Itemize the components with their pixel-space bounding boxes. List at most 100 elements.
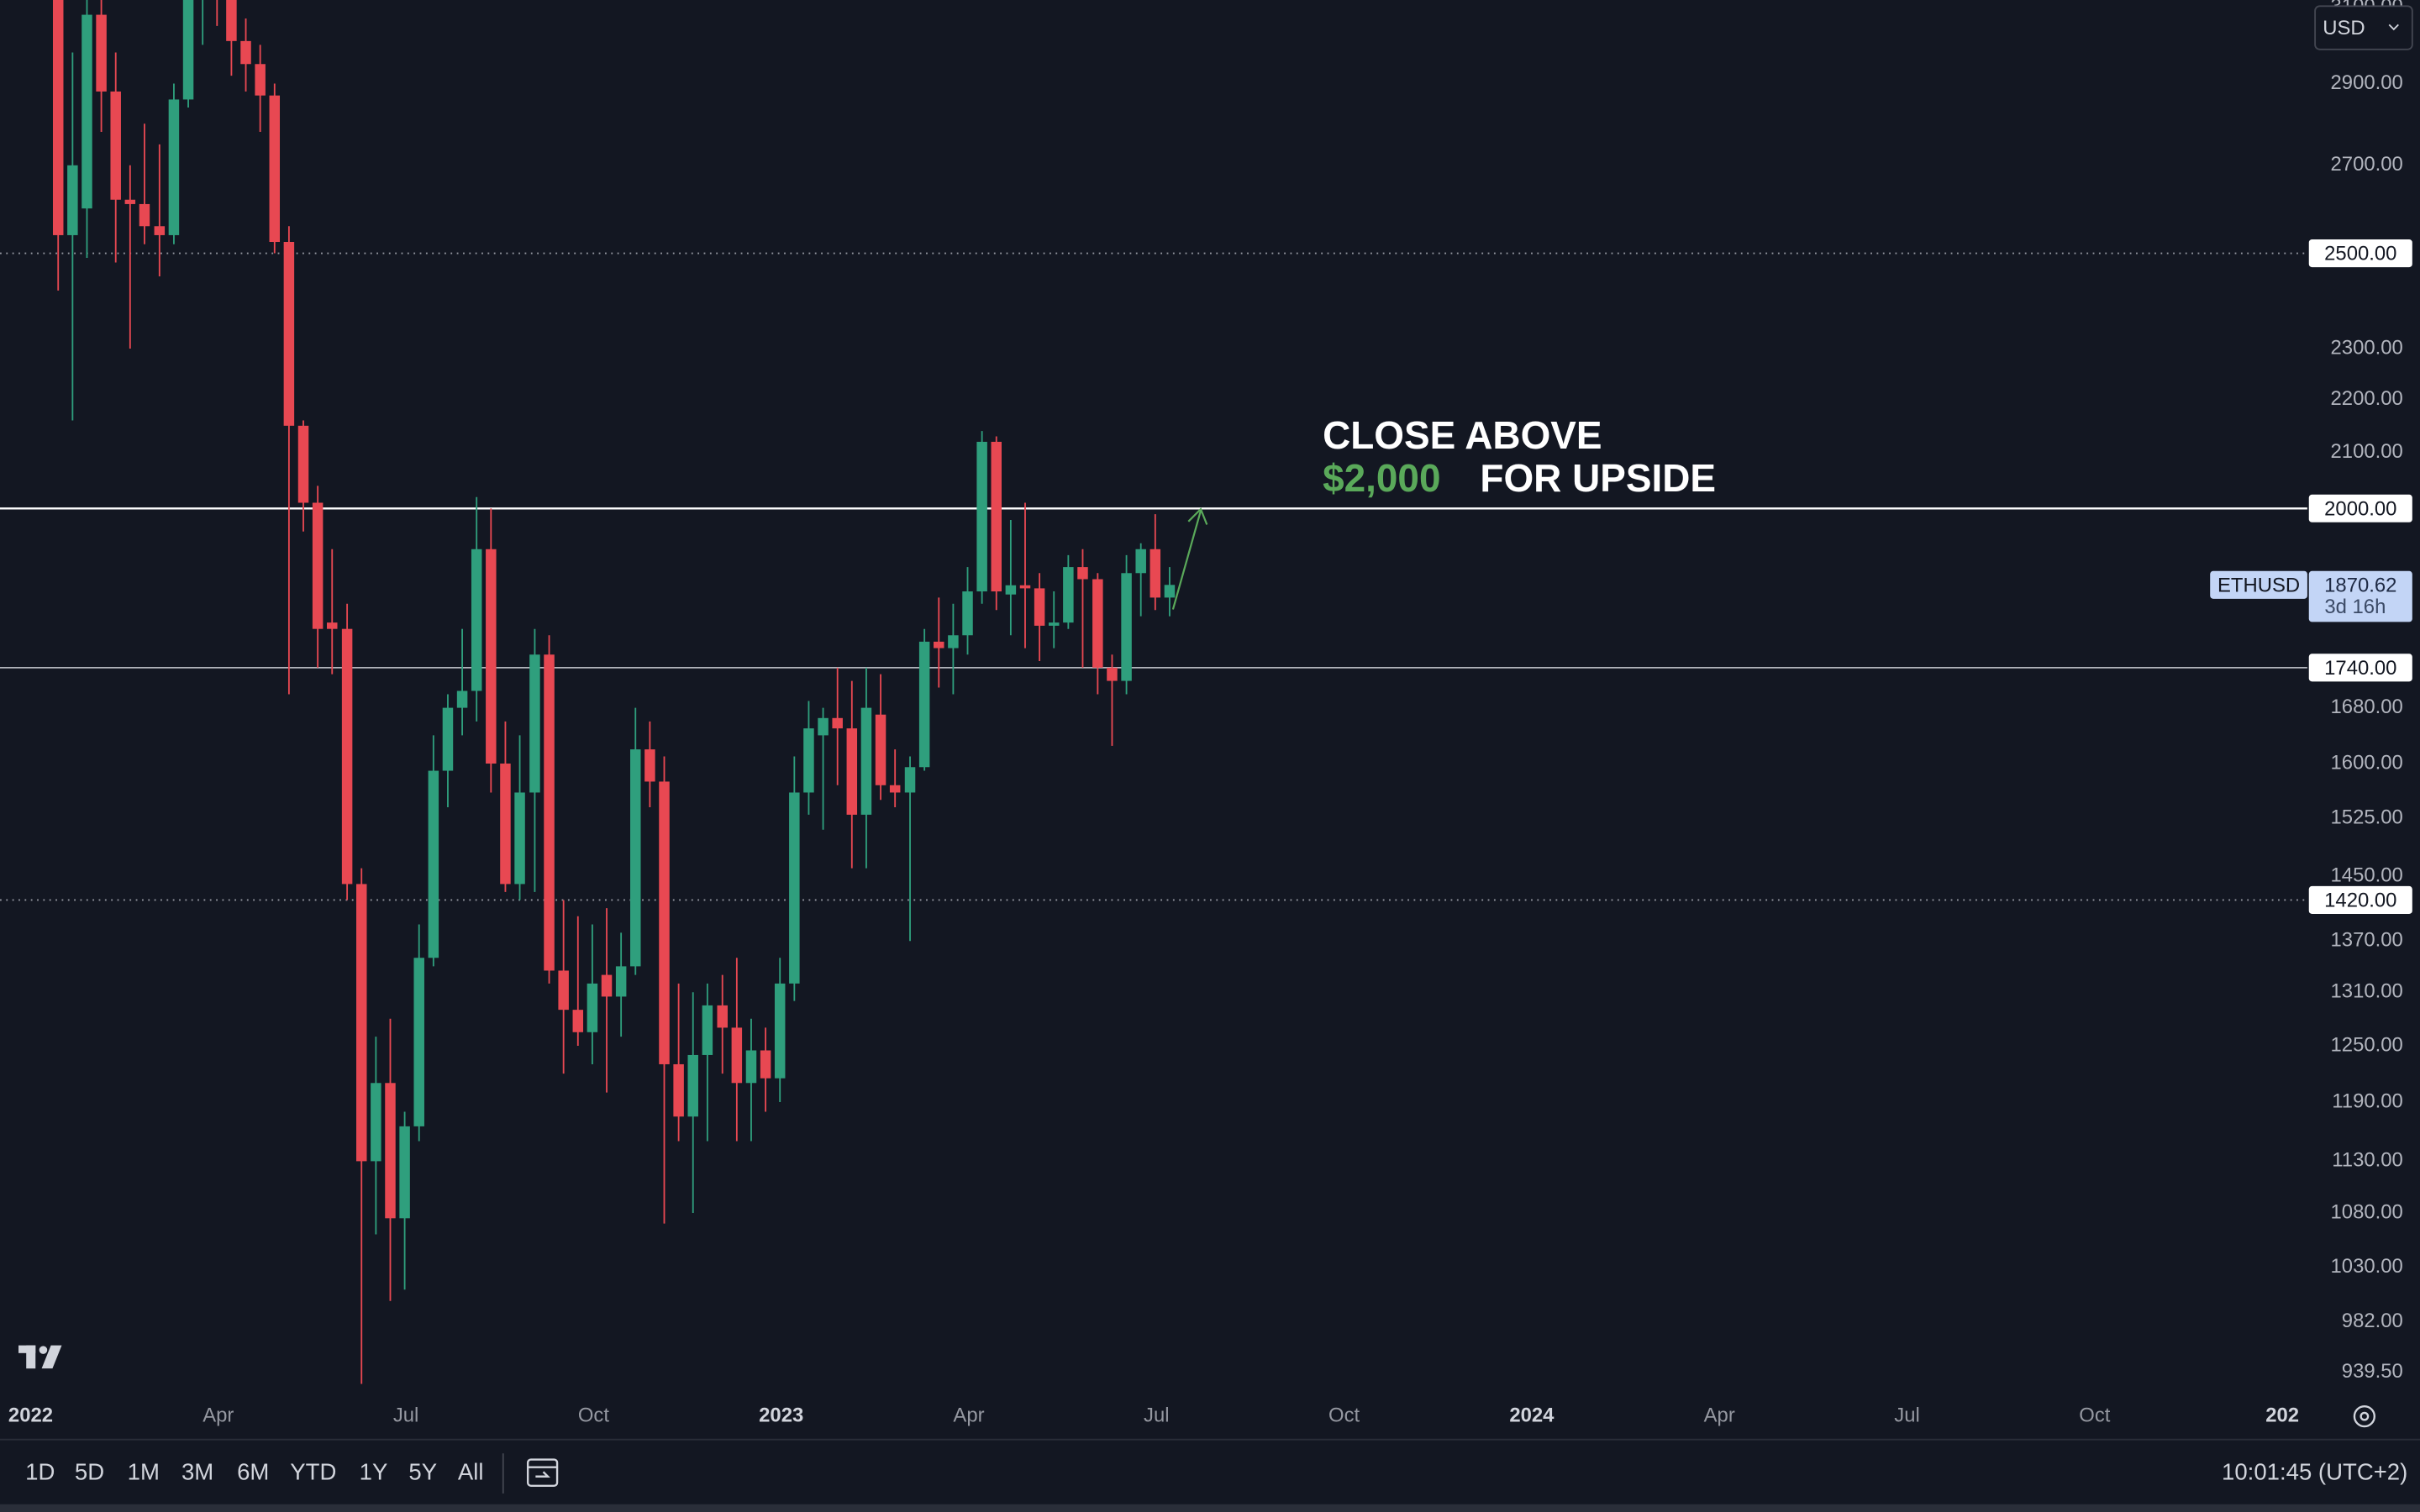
candle-body xyxy=(442,707,454,771)
candle-body xyxy=(1121,573,1132,681)
currency-selector[interactable]: USD xyxy=(2314,5,2413,50)
y-tick-label: 1450.00 xyxy=(2331,864,2403,886)
range-button[interactable]: 5Y xyxy=(408,1458,437,1484)
candle-body xyxy=(240,40,251,65)
candle-body xyxy=(934,641,944,648)
candle-body xyxy=(745,1050,757,1084)
range-button[interactable]: 5D xyxy=(75,1458,104,1484)
candle-body xyxy=(52,0,64,235)
y-tick-label: 1080.00 xyxy=(2331,1200,2403,1223)
candle-body xyxy=(1164,585,1176,598)
range-button[interactable]: 1D xyxy=(25,1458,55,1484)
candle-body xyxy=(558,970,569,1011)
y-tick-label: 982.00 xyxy=(2342,1310,2403,1332)
last-price-tag xyxy=(2308,570,2412,622)
candle-body xyxy=(500,764,511,885)
candle-body xyxy=(1107,667,1118,681)
logo-part xyxy=(26,1345,36,1369)
candle-body xyxy=(110,91,121,200)
candle-body xyxy=(413,958,424,1126)
candle-body xyxy=(1135,549,1146,574)
candle-body xyxy=(514,792,525,885)
candle-body xyxy=(327,622,338,629)
calendar-icon[interactable] xyxy=(535,1471,550,1478)
last-price-label: 1870.62 xyxy=(2324,574,2396,596)
candle-body xyxy=(1034,588,1045,626)
candle-body xyxy=(601,974,613,997)
candle-body xyxy=(67,165,78,235)
chevron[interactable] xyxy=(2388,24,2399,31)
range-button[interactable]: 3M xyxy=(182,1458,213,1484)
range-button[interactable]: YTD xyxy=(290,1458,336,1484)
candle-body xyxy=(297,425,309,503)
plot-area xyxy=(0,0,2307,1384)
candle-body xyxy=(355,884,367,1162)
symbol-tag-label: ETHUSD xyxy=(2217,574,2300,596)
candle-body xyxy=(154,226,166,235)
candle-body xyxy=(168,99,180,235)
candle-body xyxy=(644,749,655,782)
y-tick-label: 2200.00 xyxy=(2331,387,2403,410)
clock: 10:01:45 (UTC+2) xyxy=(2222,1458,2407,1484)
candle-body xyxy=(96,14,107,92)
goto-date-button[interactable] xyxy=(526,1458,559,1487)
x-tick-label: 202 xyxy=(2265,1404,2299,1426)
candle-body xyxy=(341,628,353,885)
candle-body xyxy=(283,242,295,426)
x-tick-label: Jul xyxy=(1144,1404,1170,1426)
symbol-tag xyxy=(2210,570,2307,599)
x-tick-label: Apr xyxy=(1704,1404,1735,1426)
x-tick-label: Apr xyxy=(203,1404,234,1426)
candle-body xyxy=(82,14,92,209)
bottom-strip xyxy=(0,1504,2420,1512)
candle-body xyxy=(428,770,439,958)
range-button[interactable]: 6M xyxy=(237,1458,269,1484)
y-tick-label: 1130.00 xyxy=(2332,1149,2402,1172)
candle-body xyxy=(1150,549,1161,598)
candle-body xyxy=(1048,622,1060,626)
currency-box[interactable] xyxy=(2314,5,2413,50)
candle-body xyxy=(904,767,916,793)
level-tag-label: 1420.00 xyxy=(2324,890,2396,912)
x-tick-label: Oct xyxy=(1328,1404,1360,1426)
candle-body xyxy=(1019,585,1031,589)
countdown-label: 3d 16h xyxy=(2324,596,2386,618)
x-tick-label: 2023 xyxy=(759,1404,803,1426)
range-button[interactable]: 1Y xyxy=(360,1458,388,1484)
candle-body xyxy=(774,983,786,1079)
candle-body xyxy=(962,591,973,636)
candle-body xyxy=(269,95,281,243)
candle-body xyxy=(587,983,598,1032)
y-tick-label: 1680.00 xyxy=(2331,696,2403,718)
level-tag xyxy=(2308,654,2412,682)
candle-body xyxy=(1063,567,1074,623)
range-button[interactable]: All xyxy=(458,1458,484,1484)
x-tick-label: Apr xyxy=(953,1404,984,1426)
settings-icon[interactable] xyxy=(2353,1404,2376,1428)
gear[interactable] xyxy=(2353,1404,2376,1428)
level-tag-label: 2000.00 xyxy=(2324,497,2396,520)
x-tick-label: Jul xyxy=(393,1404,419,1426)
candle-body xyxy=(846,728,858,815)
candle-body xyxy=(182,0,194,100)
candle-body xyxy=(818,717,829,736)
x-tick-label: Jul xyxy=(1894,1404,1920,1426)
annotation-arrow xyxy=(1171,507,1208,610)
calendar-icon[interactable] xyxy=(526,1458,559,1487)
y-tick-label: 1370.00 xyxy=(2331,929,2403,952)
y-tick-label: 1310.00 xyxy=(2331,980,2403,1003)
level-tag xyxy=(2308,494,2412,522)
x-tick-label: 2024 xyxy=(1509,1404,1555,1426)
candle-body xyxy=(789,792,800,984)
y-tick-label: 1030.00 xyxy=(2331,1255,2403,1278)
gear-center[interactable] xyxy=(2360,1411,2370,1421)
candle-body xyxy=(139,203,150,227)
currency-label[interactable]: USD xyxy=(2323,17,2365,39)
candle-body xyxy=(803,728,814,793)
candle-body xyxy=(976,441,987,592)
candle-body xyxy=(948,635,959,648)
y-tick-label: 939.50 xyxy=(2342,1360,2403,1383)
range-button[interactable]: 1M xyxy=(128,1458,160,1484)
candle-body xyxy=(687,1054,698,1117)
candle-body xyxy=(918,641,930,768)
